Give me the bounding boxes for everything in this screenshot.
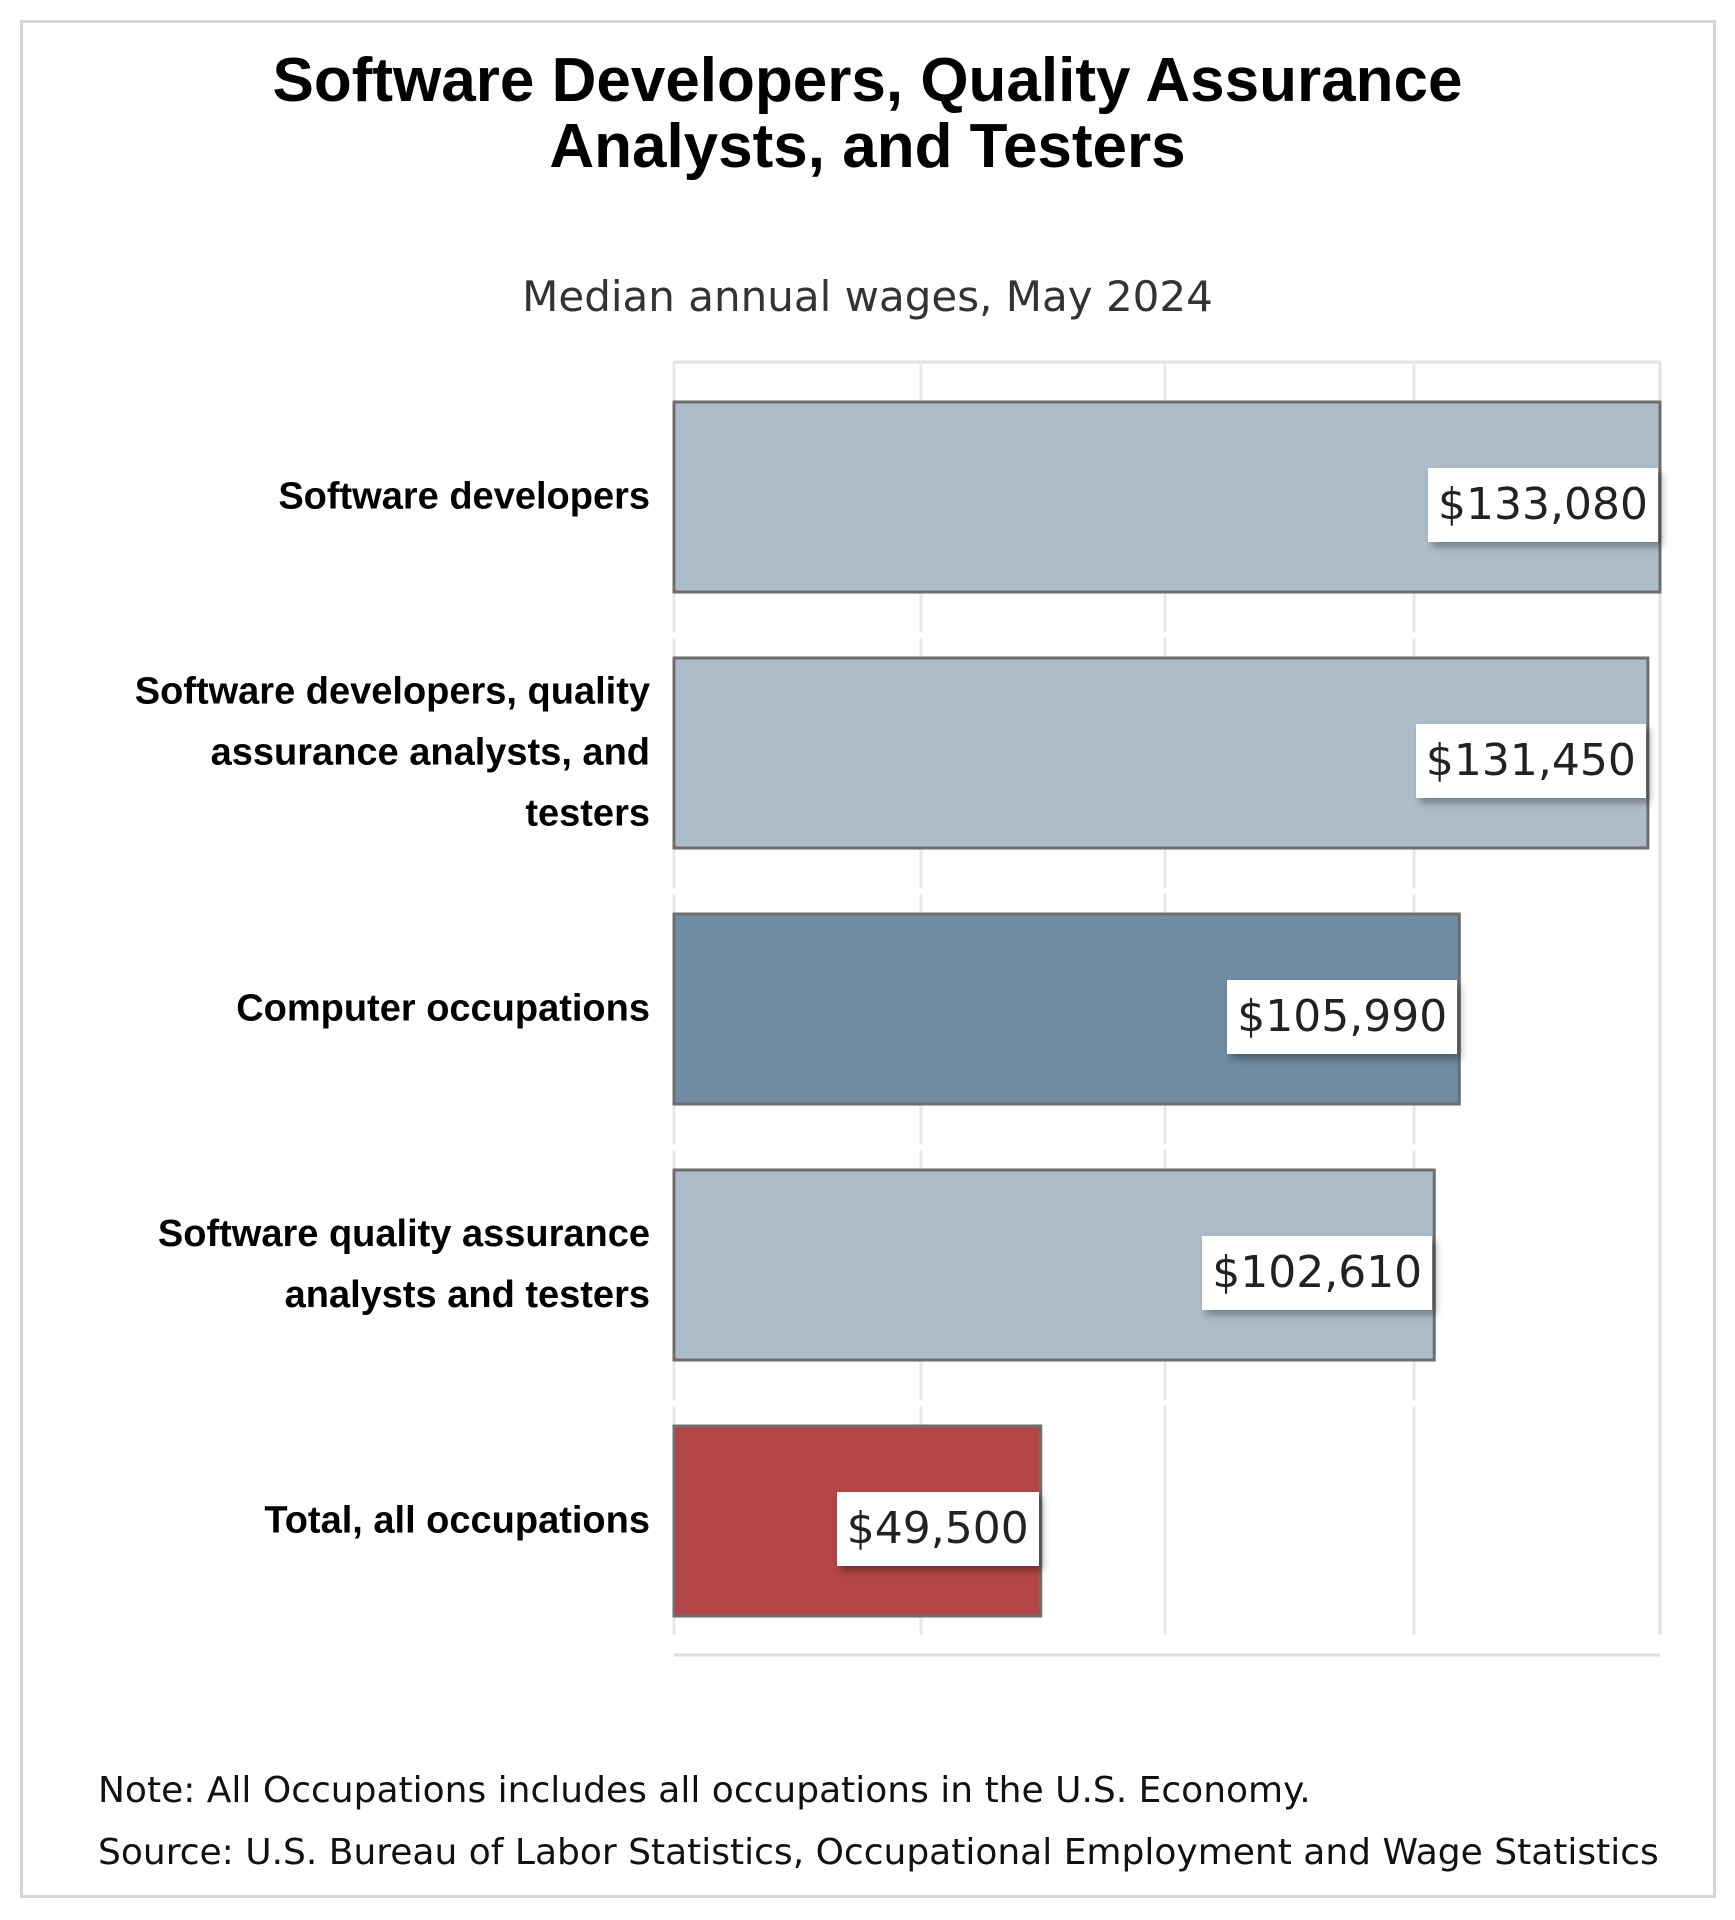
data-label: $131,450 [1415,724,1646,798]
category-label-line: Software developers [278,475,650,518]
category-label: Software developers [50,467,650,528]
data-label: $49,500 [836,1492,1039,1566]
category-label: Software quality assurance analysts and t… [50,1204,650,1326]
chart-notes: Note: All Occupations includes all occup… [98,1760,1659,1884]
data-label: $105,990 [1227,980,1458,1054]
category-label-line: analysts and testers [284,1274,650,1316]
category-label: Computer occupations [50,979,650,1040]
category-label-line: assurance analysts, and [210,731,650,774]
category-label-line: Total, all occupations [264,1499,650,1542]
source-text: Source: U.S. Bureau of Labor Statistics,… [98,1832,1659,1873]
chart-title: Software Developers, Quality Assurance A… [0,48,1735,180]
category-label: Software developers, quality assurance an… [50,662,650,845]
chart-title-line-2: Analysts, and Testers [549,112,1186,181]
chart-subtitle: Median annual wages, May 2024 [522,272,1213,321]
category-label-line: Software quality assurance [157,1213,650,1255]
category-label-line: Software developers, quality [134,670,650,713]
category-label-line: testers [525,792,650,835]
data-label: $102,610 [1202,1236,1433,1310]
note-text: Note: All Occupations includes all occup… [98,1770,1311,1811]
chart-title-line-1: Software Developers, Quality Assurance [272,46,1463,115]
data-label: $133,080 [1428,468,1658,542]
category-label-line: Computer occupations [236,987,650,1030]
category-label: Total, all occupations [50,1491,650,1552]
